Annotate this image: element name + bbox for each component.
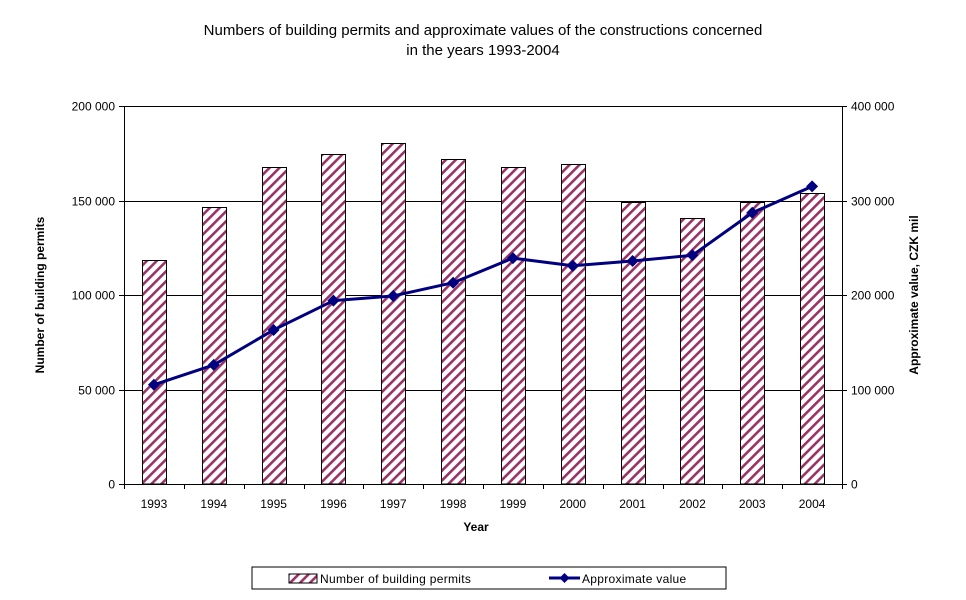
y-left-tick-label: 50 000 xyxy=(78,384,115,398)
line-marker-1999 xyxy=(506,252,519,265)
legend-diamond-marker xyxy=(559,573,570,583)
y-axis-right-label: Approximate value, CZK mil xyxy=(907,215,921,374)
bar-1996 xyxy=(321,154,346,485)
line-marker-2004 xyxy=(806,180,819,193)
line-approximate-value xyxy=(153,184,813,387)
x-tick-label: 2001 xyxy=(619,497,646,511)
legend-label-line: Approximate value xyxy=(582,572,687,586)
line-marker-2003 xyxy=(746,206,759,219)
line-series xyxy=(147,180,819,391)
line-marker-2001 xyxy=(626,254,639,267)
x-tick-label: 1997 xyxy=(380,497,407,511)
bar-series xyxy=(142,143,825,485)
axes xyxy=(119,106,847,489)
bar-1993 xyxy=(142,260,167,485)
x-tick-label: 2000 xyxy=(559,497,586,511)
legend: Number of building permits Approximate v… xyxy=(251,566,727,590)
x-axis-label: Year xyxy=(463,520,489,534)
legend-box xyxy=(251,566,727,590)
x-tick-label: 2004 xyxy=(799,497,826,511)
x-tick-label: 1996 xyxy=(320,497,347,511)
bar-2000 xyxy=(561,164,586,485)
line-marker-1993 xyxy=(147,378,160,391)
legend-swatch-bars xyxy=(288,573,318,584)
line-marker-1998 xyxy=(447,276,460,289)
chart-title-line-2: in the years 1993-2004 xyxy=(406,42,559,59)
x-tick-label: 2003 xyxy=(739,497,766,511)
bar-1998 xyxy=(441,159,466,485)
y-left-tick-label: 0 xyxy=(108,478,115,492)
bar-2001 xyxy=(621,202,646,485)
bar-1997 xyxy=(381,143,406,485)
line-marker-1994 xyxy=(207,358,220,371)
x-tick-label: 1994 xyxy=(200,497,227,511)
y-left-tick-label: 100 000 xyxy=(72,289,116,303)
bar-2004 xyxy=(800,193,825,485)
y-right-tick-label: 0 xyxy=(851,478,858,492)
bar-1994 xyxy=(202,207,227,485)
x-tick-label: 2002 xyxy=(679,497,706,511)
y-right-tick-label: 100 000 xyxy=(851,384,895,398)
line-marker-1997 xyxy=(387,289,400,302)
y-left-tick-label: 200 000 xyxy=(72,100,116,114)
line-marker-2000 xyxy=(566,259,579,272)
x-tick-label: 1999 xyxy=(500,497,527,511)
x-tick-label: 1993 xyxy=(141,497,168,511)
y-right-tick-label: 300 000 xyxy=(851,195,895,209)
chart-title: Numbers of building permits and approxim… xyxy=(204,22,763,59)
bar-1999 xyxy=(501,167,526,485)
y-axis-left-label: Number of building permits xyxy=(33,216,47,373)
y-right-tick-label: 200 000 xyxy=(851,289,895,303)
x-tick-label: 1995 xyxy=(260,497,287,511)
gridlines xyxy=(124,106,842,391)
tick-labels: 0 50 000 100 000 150 000 200 000 0 100 000 200 … xyxy=(72,100,895,512)
y-right-tick-label: 400 000 xyxy=(851,100,895,114)
bar-2003 xyxy=(740,202,765,485)
line-marker-2002 xyxy=(686,249,699,262)
line-marker-1995 xyxy=(267,323,280,336)
chart-title-line-1: Numbers of building permits and approxim… xyxy=(204,22,763,39)
legend-label-bars: Number of building permits xyxy=(320,572,471,586)
y-left-tick-label: 150 000 xyxy=(72,195,116,209)
line-marker-1996 xyxy=(327,294,340,307)
x-tick-label: 1998 xyxy=(440,497,467,511)
